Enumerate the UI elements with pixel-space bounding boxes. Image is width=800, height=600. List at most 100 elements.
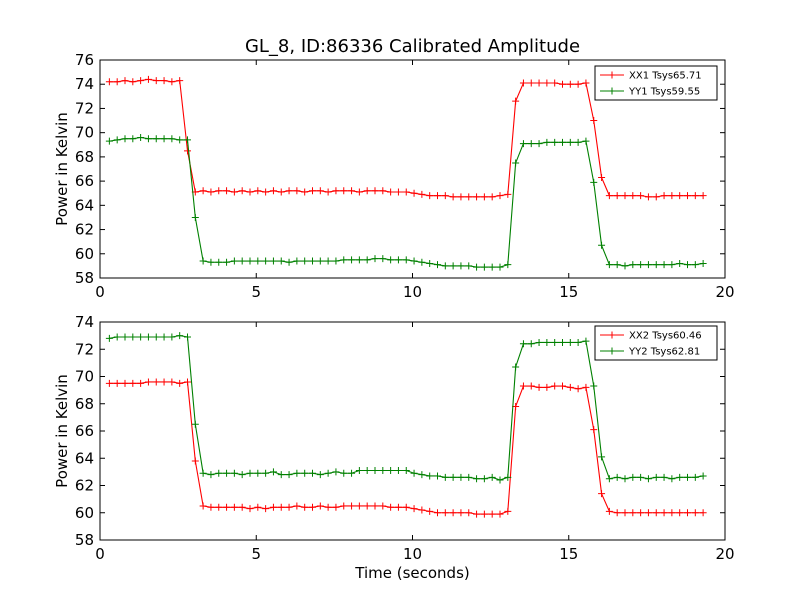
data-point-2-1-56 (543, 383, 551, 391)
data-point-1-2-2 (121, 135, 129, 143)
data-point-1-1-20 (262, 188, 270, 196)
data-point-1-1-53 (519, 79, 527, 87)
legend-swatch-marker (609, 347, 615, 355)
y-tick-label: 62 (75, 221, 94, 239)
data-point-1-1-35 (379, 187, 387, 195)
data-point-2-2-64 (605, 475, 613, 483)
data-point-1-1-10 (184, 147, 191, 155)
data-point-1-1-19 (254, 187, 262, 195)
data-point-2-1-14 (215, 503, 223, 511)
data-point-2-1-76 (699, 509, 707, 517)
data-point-1-2-7 (160, 135, 168, 143)
data-point-1-2-75 (691, 261, 699, 269)
data-point-1-1-30 (340, 187, 348, 195)
data-point-2-2-24 (293, 469, 301, 477)
data-point-1-1-69 (644, 193, 652, 201)
data-point-2-1-74 (684, 509, 691, 517)
data-point-1-1-32 (355, 188, 363, 196)
data-point-2-1-11 (191, 457, 199, 465)
data-point-2-1-20 (262, 505, 270, 513)
data-point-1-2-47 (473, 263, 481, 271)
data-point-1-2-50 (496, 263, 504, 271)
data-point-2-1-1 (113, 379, 121, 387)
data-point-2-2-44 (449, 473, 457, 481)
data-point-2-2-19 (254, 469, 262, 477)
data-point-2-1-7 (160, 378, 168, 386)
data-point-2-2-36 (387, 467, 395, 475)
data-point-2-1-24 (293, 502, 301, 510)
data-point-1-1-21 (269, 187, 277, 195)
data-point-2-2-49 (488, 473, 496, 481)
data-point-2-1-51 (504, 507, 512, 515)
legend-swatch-marker (609, 331, 615, 339)
data-point-2-2-32 (355, 467, 363, 475)
data-point-1-2-63 (598, 241, 606, 249)
y-tick-label: 72 (75, 340, 94, 358)
data-point-2-1-13 (207, 503, 215, 511)
y-tick-label: 66 (75, 172, 94, 190)
data-point-2-1-23 (285, 503, 293, 511)
data-point-1-2-60 (574, 138, 582, 146)
data-point-1-1-17 (238, 187, 246, 195)
data-point-2-2-47 (473, 475, 481, 483)
data-point-1-2-44 (449, 262, 457, 270)
data-point-2-2-23 (285, 471, 293, 479)
data-point-2-1-35 (379, 502, 387, 510)
data-point-1-1-2 (121, 77, 129, 85)
data-point-2-1-32 (355, 502, 363, 510)
data-point-2-2-52 (512, 363, 520, 371)
x-tick-label: 15 (559, 545, 578, 563)
data-point-1-1-25 (301, 188, 309, 196)
data-point-2-2-11 (191, 420, 199, 428)
y-tick-label: 68 (75, 148, 94, 166)
legend-entry: YY2 Tsys62.81 (628, 347, 700, 358)
x-tick-label: 20 (715, 283, 734, 301)
data-point-1-1-22 (277, 188, 285, 196)
data-point-2-2-25 (301, 469, 309, 477)
data-point-1-2-3 (129, 135, 137, 143)
legend-swatch-marker (609, 87, 615, 95)
data-point-2-2-72 (668, 475, 676, 483)
x-tick-label: 0 (95, 545, 105, 563)
data-point-1-1-14 (215, 187, 223, 195)
data-point-1-2-40 (418, 258, 426, 266)
data-point-2-2-41 (426, 472, 434, 480)
y-tick-label: 70 (75, 368, 94, 386)
data-point-1-1-76 (699, 192, 707, 200)
data-point-2-2-60 (574, 338, 582, 346)
data-point-2-1-8 (168, 378, 176, 386)
data-point-2-1-53 (519, 382, 527, 390)
data-point-1-1-43 (441, 192, 449, 200)
y-axis-label: Power in Kelvin (53, 112, 71, 226)
data-point-1-2-28 (324, 257, 332, 265)
data-point-1-1-59 (566, 80, 574, 88)
data-point-2-2-6 (152, 333, 160, 341)
data-point-1-1-40 (418, 190, 426, 198)
data-point-1-2-15 (223, 258, 231, 266)
data-point-2-2-56 (543, 338, 551, 346)
y-tick-label: 74 (75, 313, 94, 331)
data-point-1-1-56 (543, 79, 551, 87)
data-point-2-2-26 (309, 469, 316, 477)
y-tick-label: 62 (75, 477, 94, 495)
y-tick-label: 60 (75, 504, 94, 522)
data-point-1-1-55 (535, 79, 543, 87)
data-point-1-1-46 (465, 193, 473, 201)
data-point-1-1-24 (293, 187, 301, 195)
data-point-1-2-32 (355, 256, 363, 264)
data-point-2-2-13 (207, 471, 215, 479)
data-point-1-1-41 (426, 192, 434, 200)
data-point-2-2-57 (551, 338, 559, 346)
data-point-2-2-54 (527, 340, 535, 348)
data-point-2-1-72 (668, 509, 676, 517)
data-point-1-2-30 (340, 256, 348, 264)
data-point-1-2-62 (590, 178, 598, 186)
top-plot-panel: GL_8, ID:86336 Calibrated Amplitude 0 5 10 1… (53, 36, 735, 301)
data-point-1-1-6 (152, 77, 160, 85)
data-point-1-1-36 (387, 188, 395, 196)
data-point-2-1-75 (691, 509, 699, 517)
legend: XX1 Tsys65.71 YY1 Tsys59.55 (594, 65, 718, 101)
data-point-1-2-8 (168, 135, 176, 143)
data-point-2-1-16 (230, 503, 238, 511)
data-point-1-1-71 (660, 192, 668, 200)
